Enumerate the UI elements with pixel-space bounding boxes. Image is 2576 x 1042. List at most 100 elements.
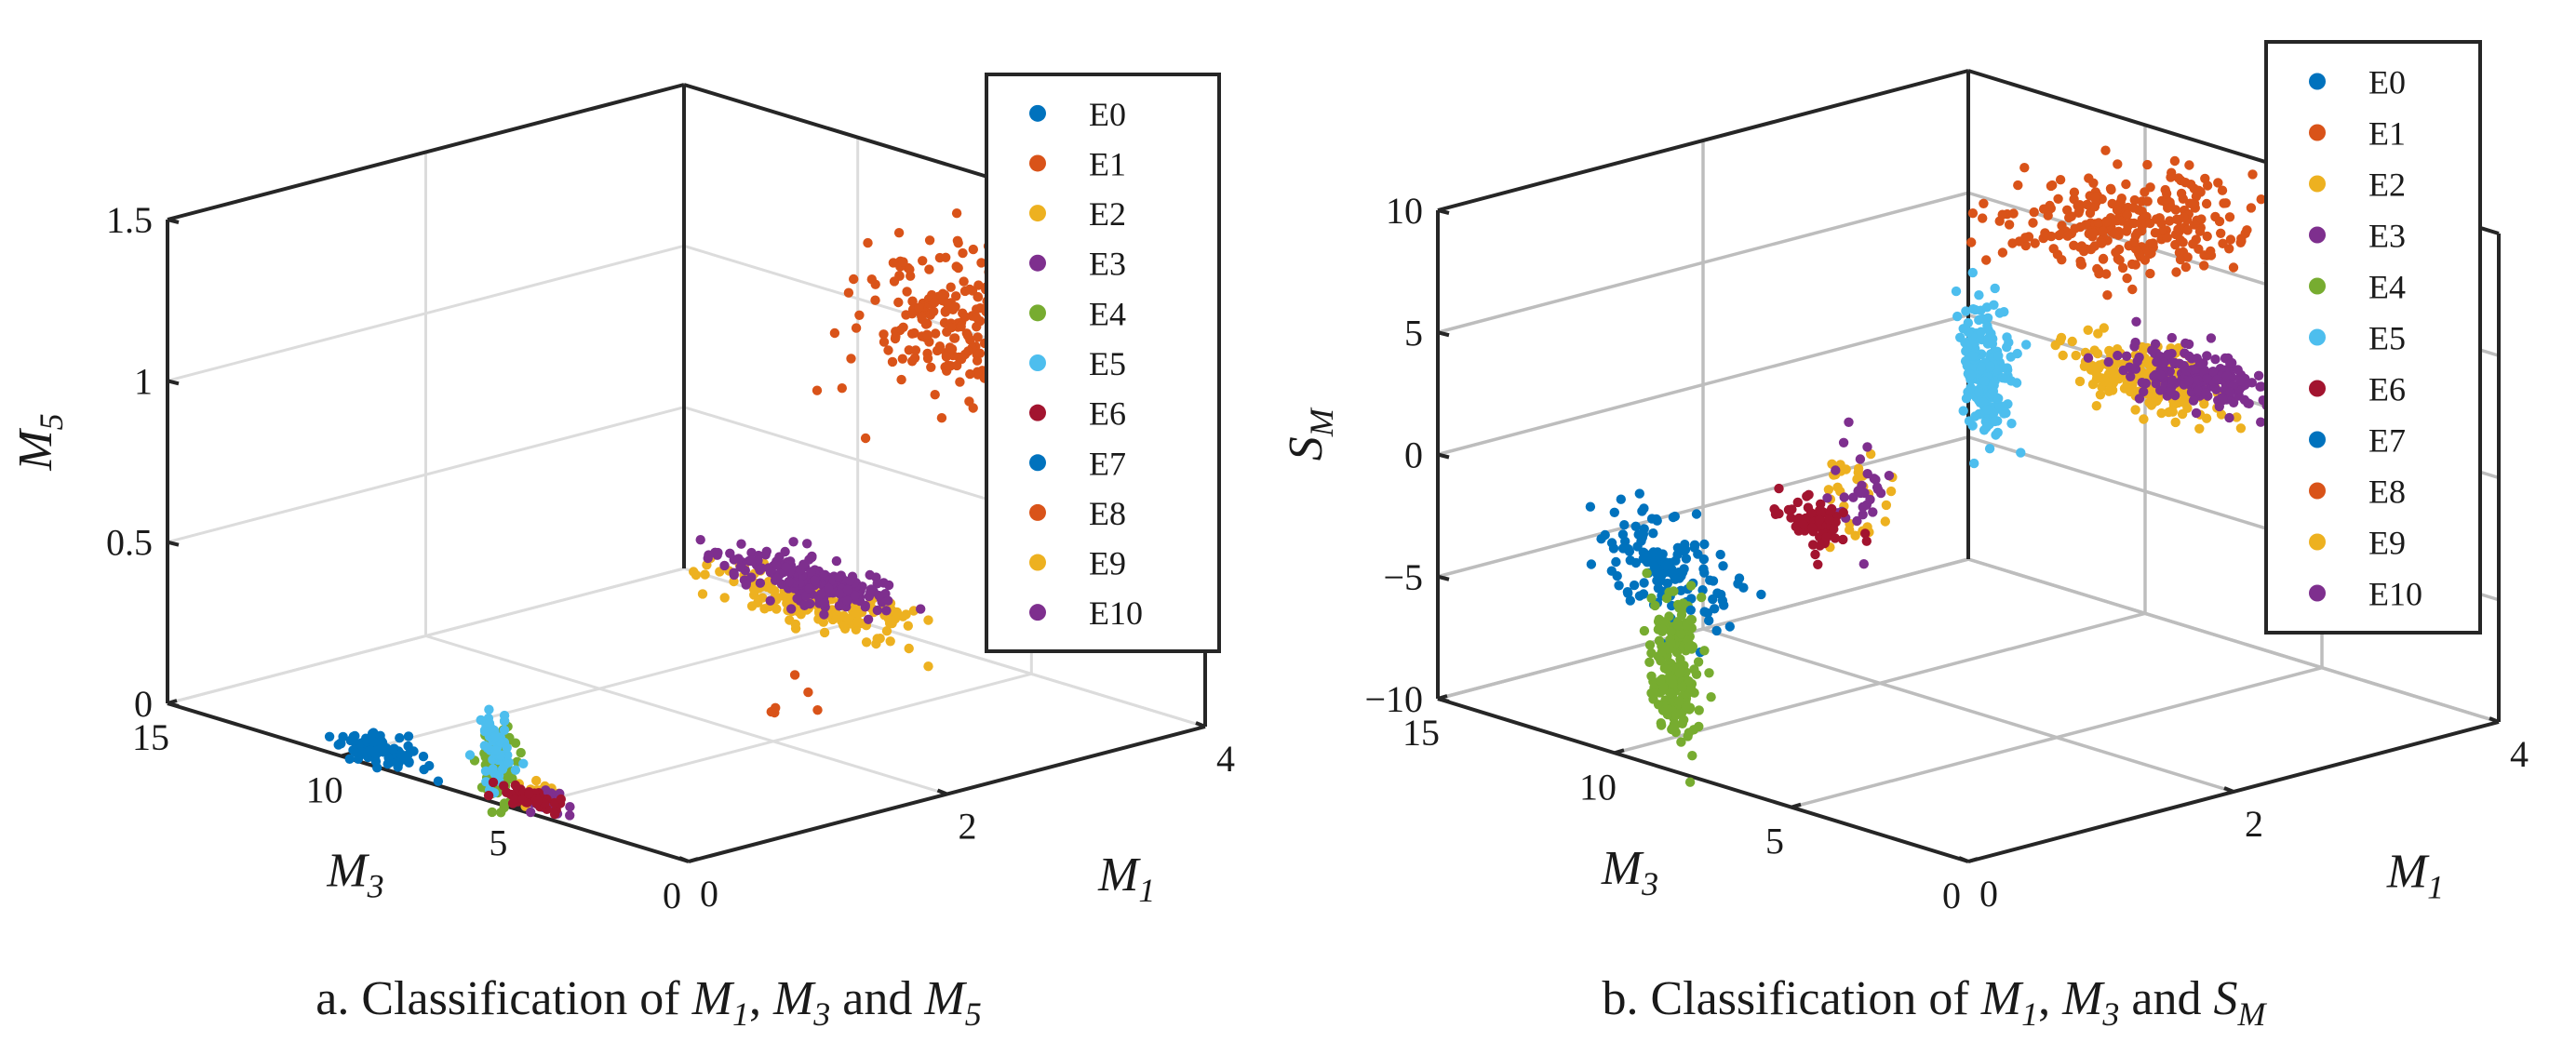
- point-e5: [1982, 405, 1992, 415]
- point-e1: [2089, 202, 2100, 212]
- point-e7: [1704, 615, 1714, 626]
- legend-marker-e5: [2309, 328, 2326, 346]
- z-tick-label: 10: [1386, 190, 1423, 232]
- legend-marker-e7: [1029, 454, 1046, 472]
- point-e5: [1966, 369, 1977, 381]
- point-e1: [2019, 163, 2030, 173]
- point-e6: [1807, 523, 1818, 533]
- point-e0: [351, 747, 361, 757]
- point-e4: [1697, 592, 1707, 603]
- point-e3: [526, 807, 536, 818]
- point-e1: [2216, 228, 2226, 238]
- point-e1: [937, 288, 948, 299]
- point-e10: [719, 560, 730, 571]
- y-tick: [688, 857, 699, 863]
- grid-line: [167, 244, 685, 382]
- point-e5: [1969, 458, 1979, 469]
- point-e5: [499, 715, 510, 727]
- point-e10: [2158, 357, 2169, 367]
- point-e5: [502, 742, 512, 753]
- point-e0: [1648, 528, 1658, 539]
- x-tick: [1195, 721, 1206, 728]
- point-e6: [1808, 540, 1818, 550]
- point-e5: [1991, 430, 2001, 440]
- point-e1: [950, 291, 961, 301]
- point-e6: [1810, 549, 1820, 560]
- point-e1: [2217, 185, 2228, 195]
- z-tick: [1437, 330, 1450, 338]
- point-e1: [942, 298, 952, 309]
- point-e10: [2218, 394, 2228, 406]
- point-e4: [1672, 620, 1683, 630]
- y-tick-label: 0: [1942, 875, 1961, 916]
- point-e8: [2175, 234, 2186, 246]
- legend-marker-e8: [1029, 503, 1046, 521]
- point-e1: [956, 321, 966, 332]
- caption-b: b. Classification of M1, M3 and SM: [1602, 972, 2267, 1033]
- point-e1: [2145, 268, 2155, 279]
- point-e6: [1802, 491, 1812, 501]
- point-e8: [2218, 238, 2228, 248]
- point-e5: [1958, 406, 1968, 416]
- x-tick: [2223, 786, 2234, 794]
- point-e5: [499, 725, 510, 735]
- point-e1: [2161, 188, 2172, 199]
- point-e9: [885, 636, 895, 647]
- point-e1: [2145, 218, 2155, 229]
- point-e8: [2064, 212, 2074, 223]
- point-e4: [1693, 657, 1704, 667]
- point-e9: [759, 604, 770, 614]
- point-e0: [357, 747, 368, 757]
- grid-line: [1967, 557, 2500, 724]
- legend-label-e8: E8: [2368, 474, 2406, 511]
- point-e10: [2130, 364, 2141, 374]
- point-e1: [837, 383, 847, 394]
- point-e8: [2170, 205, 2181, 215]
- legend-marker-e1: [1029, 154, 1046, 172]
- point-e6: [499, 781, 509, 791]
- point-e9: [2087, 379, 2099, 390]
- point-e10: [2167, 332, 2177, 343]
- point-e9: [2055, 336, 2065, 346]
- point-e1: [2199, 260, 2209, 271]
- point-e0: [1624, 546, 1635, 556]
- point-e0: [1609, 507, 1620, 517]
- point-e5: [1983, 336, 1993, 346]
- point-e2: [1823, 485, 1834, 495]
- point-e4: [499, 802, 509, 813]
- point-e0: [1614, 581, 1624, 591]
- point-e10: [2131, 316, 2141, 327]
- point-e4: [1685, 683, 1697, 694]
- x-axis-label: M1: [2386, 846, 2444, 906]
- point-e1: [953, 238, 963, 248]
- point-e9: [890, 614, 901, 624]
- point-e1: [959, 276, 969, 287]
- point-e10: [786, 604, 797, 614]
- point-e1: [940, 306, 950, 316]
- point-e8: [2256, 194, 2266, 205]
- legend-label-e0: E0: [2368, 64, 2406, 101]
- point-e10: [2239, 394, 2249, 405]
- point-e8: [2074, 205, 2085, 216]
- point-e10: [2126, 371, 2136, 381]
- point-e1: [914, 302, 924, 313]
- point-e9: [2107, 385, 2118, 395]
- point-e7: [365, 745, 375, 755]
- point-e1: [854, 310, 865, 320]
- point-e1: [943, 360, 953, 371]
- legend-marker-e0: [1029, 104, 1046, 122]
- point-e9: [881, 626, 892, 636]
- point-e4: [1684, 728, 1695, 738]
- point-e9: [2194, 423, 2205, 434]
- x-tick-label: 2: [2245, 803, 2263, 845]
- point-e1: [973, 332, 983, 342]
- x-tick-label: 2: [959, 806, 977, 848]
- point-e9: [758, 593, 768, 603]
- point-e1: [2171, 267, 2181, 277]
- point-e1: [849, 274, 859, 285]
- point-e1: [843, 287, 854, 298]
- point-e0: [1649, 561, 1659, 571]
- legend-label-e5: E5: [2368, 320, 2406, 357]
- point-e9: [2099, 323, 2109, 333]
- point-e1: [922, 329, 932, 340]
